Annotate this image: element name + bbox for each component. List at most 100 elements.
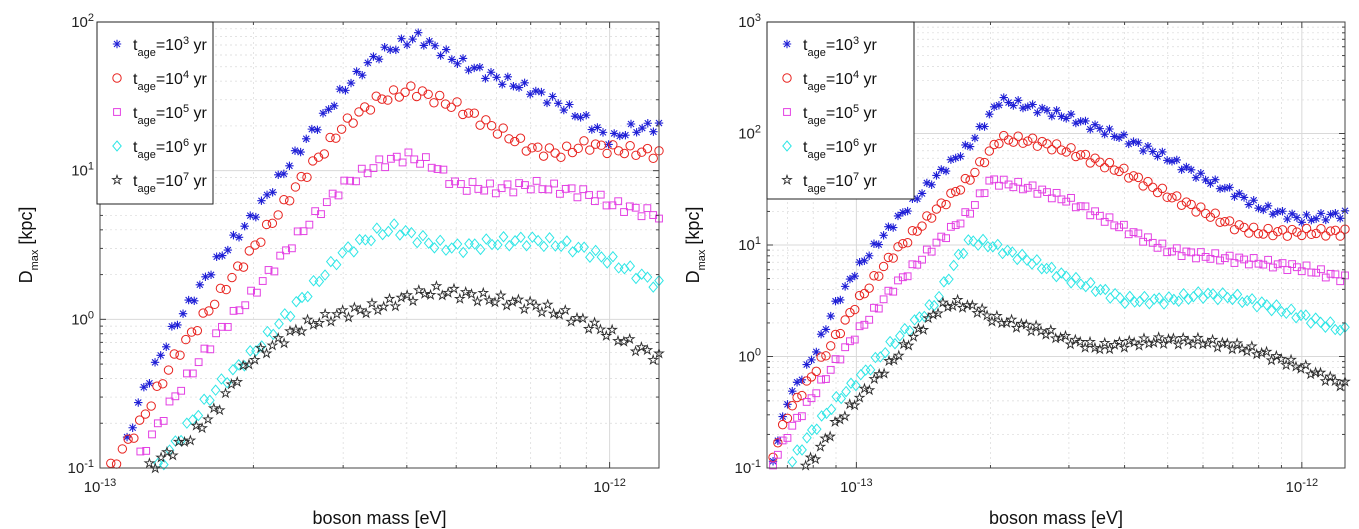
data-point [814, 440, 827, 452]
data-point [318, 109, 328, 118]
data-point [1302, 210, 1311, 220]
data-point [225, 378, 238, 390]
data-point [619, 148, 630, 159]
data-point [372, 222, 382, 234]
data-point [610, 129, 619, 138]
data-point [585, 191, 593, 199]
data-point [937, 232, 946, 241]
data-point [1014, 177, 1023, 186]
data-point [175, 350, 185, 360]
data-point [1177, 165, 1186, 174]
data-point [968, 235, 979, 247]
data-point [290, 182, 301, 192]
data-point [1159, 298, 1169, 310]
data-point [596, 190, 605, 199]
y-tick-label: 103 [738, 12, 761, 31]
data-point [631, 272, 641, 285]
data-point [1052, 106, 1061, 115]
data-point [989, 102, 999, 112]
data-point [1044, 323, 1057, 336]
data-point [927, 180, 936, 189]
data-point [1119, 163, 1129, 173]
data-point [1208, 288, 1218, 300]
data-point [1215, 217, 1225, 227]
data-point [821, 351, 831, 361]
data-point [335, 84, 345, 94]
data-point [195, 280, 205, 289]
data-point [956, 152, 965, 161]
data-point [453, 292, 466, 304]
data-point [865, 315, 874, 324]
data-point [389, 218, 399, 230]
data-point [1158, 239, 1167, 248]
data-point [1071, 203, 1080, 212]
data-point [1259, 260, 1268, 269]
data-point [773, 450, 782, 459]
data-point [960, 173, 970, 184]
data-point [1022, 254, 1032, 267]
data-point [1302, 261, 1311, 270]
data-point [1235, 253, 1244, 262]
data-point [1311, 228, 1321, 239]
data-point [1193, 286, 1204, 298]
data-point [216, 373, 227, 385]
legend-item-t5: tage=105 yr [783, 103, 878, 127]
data-point [807, 394, 816, 403]
data-point [397, 34, 406, 43]
data-point [932, 238, 941, 247]
chart-panel-1: 10-13 10-12 10-1 100 101 102 boson mass [eV] Dm… [16, 12, 665, 528]
data-point [1225, 251, 1234, 260]
data-point [289, 323, 302, 335]
data-point [985, 176, 994, 185]
data-point [879, 295, 888, 304]
data-point [1066, 277, 1076, 289]
data-point [1163, 248, 1172, 257]
data-point [452, 238, 463, 250]
data-point [1236, 342, 1248, 354]
data-point [190, 296, 199, 306]
data-point [893, 211, 903, 221]
data-point [542, 98, 552, 108]
data-point [320, 269, 330, 281]
data-point [1071, 118, 1081, 128]
data-point [117, 444, 128, 454]
data-point [615, 131, 625, 141]
data-point [337, 246, 348, 259]
data-point [167, 322, 177, 331]
data-point [642, 271, 653, 283]
data-point [215, 283, 226, 294]
data-point [816, 352, 826, 362]
data-point [845, 274, 855, 284]
legend-marker [112, 73, 122, 83]
legend-marker [783, 108, 791, 116]
data-point [1009, 101, 1018, 110]
data-point [302, 134, 311, 143]
data-point [515, 231, 526, 244]
data-point [1144, 233, 1152, 242]
data-point [279, 308, 290, 320]
data-point [1147, 336, 1160, 348]
data-point [348, 246, 359, 258]
y-tick-label: 102 [738, 124, 761, 143]
data-point [1167, 193, 1177, 203]
data-point [946, 222, 955, 231]
legend-marker [112, 140, 122, 152]
data-point [165, 397, 174, 406]
data-point [250, 240, 260, 250]
gridlines [99, 21, 659, 469]
data-point [899, 322, 910, 335]
data-point [797, 444, 807, 456]
data-point [1047, 111, 1057, 121]
data-point [515, 133, 526, 143]
data-point [769, 461, 777, 470]
data-point [932, 171, 941, 180]
data-point [567, 246, 578, 258]
data-point [778, 436, 787, 445]
data-point [1297, 267, 1306, 276]
data-point [874, 304, 883, 313]
data-point [366, 234, 376, 247]
data-point [458, 246, 469, 259]
data-point [830, 329, 841, 340]
data-point [383, 292, 396, 304]
